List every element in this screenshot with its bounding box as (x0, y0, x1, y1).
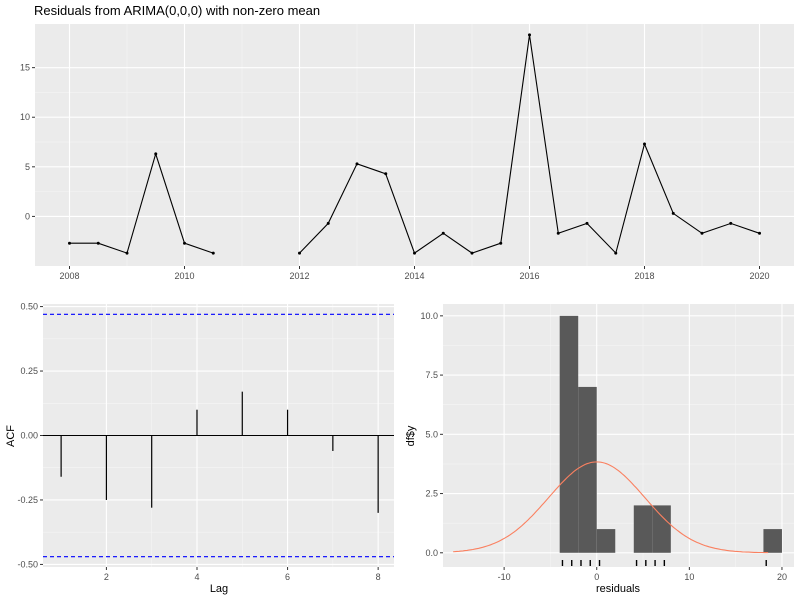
hist-y-axis-title: df$y (405, 425, 417, 446)
acf-y-axis-title: ACF (5, 425, 17, 447)
acf-y-tick-label: 0.50 (20, 302, 38, 312)
histogram-bar (763, 529, 782, 553)
hist-x-axis-title: residuals (596, 583, 641, 595)
residuals-panel: 2008 2010 2012 2014 2016 2018 2020 0 5 10 15 (20, 24, 794, 281)
histogram-bar (633, 505, 653, 553)
residual-point (326, 221, 330, 225)
residual-point (671, 211, 675, 215)
hist-y-tick-label: 2.5 (425, 489, 438, 499)
hist-y-tick-label: 5.0 (425, 429, 438, 439)
residual-point (125, 251, 129, 255)
residuals-x-tick-label: 2014 (404, 271, 424, 281)
residuals-y-tick-label: 0 (25, 211, 30, 221)
residual-point (556, 231, 560, 235)
residual-point (441, 231, 445, 235)
acf-panel: Lag ACF 2 4 6 8 -0.50 -0.25 0.00 0.25 0.50 (5, 302, 394, 595)
residual-point (298, 251, 301, 255)
residual-point (614, 251, 618, 255)
hist-y-tick-label: 10.0 (420, 311, 438, 321)
top-panel-title: Residuals from ARIMA(0,0,0) with non-zer… (34, 3, 320, 18)
hist-x-tick-label: 20 (777, 572, 787, 582)
histogram-panel: residuals df$y -10 0 10 20 0.0 2.5 5.0 7.5 10.0 (405, 304, 794, 595)
residual-point (758, 231, 761, 235)
hist-x-tick-label: 10 (684, 572, 694, 582)
residuals-x-tick-label: 2010 (174, 271, 194, 281)
residual-point (470, 251, 474, 255)
acf-x-axis-title: Lag (210, 583, 228, 595)
residuals-x-tick-label: 2018 (634, 271, 654, 281)
residuals-x-tick-label: 2016 (519, 271, 539, 281)
residuals-x-tick-label: 2012 (289, 271, 309, 281)
residual-point (183, 241, 186, 245)
hist-x-tick-label: 0 (594, 572, 599, 582)
acf-x-tick-label: 6 (285, 572, 290, 582)
residual-point (499, 241, 503, 245)
hist-y-tick-label: 7.5 (425, 370, 438, 380)
residual-point (528, 33, 531, 37)
residual-point (154, 152, 158, 156)
residual-point (96, 241, 100, 245)
residual-point (643, 142, 646, 146)
hist-plot-background (443, 304, 794, 567)
residuals-y-tick-label: 5 (25, 162, 30, 172)
residuals-y-tick-label: 10 (20, 112, 30, 122)
residual-point (211, 251, 215, 255)
residual-point (413, 251, 416, 255)
acf-y-tick-label: -0.50 (17, 559, 38, 569)
residual-point (68, 241, 71, 245)
residuals-x-tick-label: 2020 (749, 271, 769, 281)
acf-y-tick-label: 0.00 (20, 431, 38, 441)
residual-point (729, 221, 733, 225)
hist-x-tick-label: -10 (498, 572, 511, 582)
residual-series-line (69, 152, 214, 254)
residual-point (700, 231, 704, 235)
residual-point (355, 162, 359, 166)
residual-point (384, 172, 388, 176)
hist-y-tick-label: 0.0 (425, 548, 438, 558)
acf-x-tick-label: 8 (376, 572, 381, 582)
residuals-x-tick-label: 2008 (59, 271, 79, 281)
normal-density-curve (453, 461, 769, 554)
histogram-bar (559, 315, 579, 553)
residuals-y-tick-label: 15 (20, 63, 30, 73)
acf-x-tick-label: 4 (194, 572, 199, 582)
acf-y-tick-label: -0.25 (17, 495, 38, 505)
histogram-bar (596, 529, 616, 553)
histogram-bar (652, 505, 671, 553)
histogram-bar (578, 386, 597, 553)
residual-point (585, 221, 589, 225)
acf-x-tick-label: 2 (104, 572, 109, 582)
acf-y-tick-label: 0.25 (20, 366, 38, 376)
